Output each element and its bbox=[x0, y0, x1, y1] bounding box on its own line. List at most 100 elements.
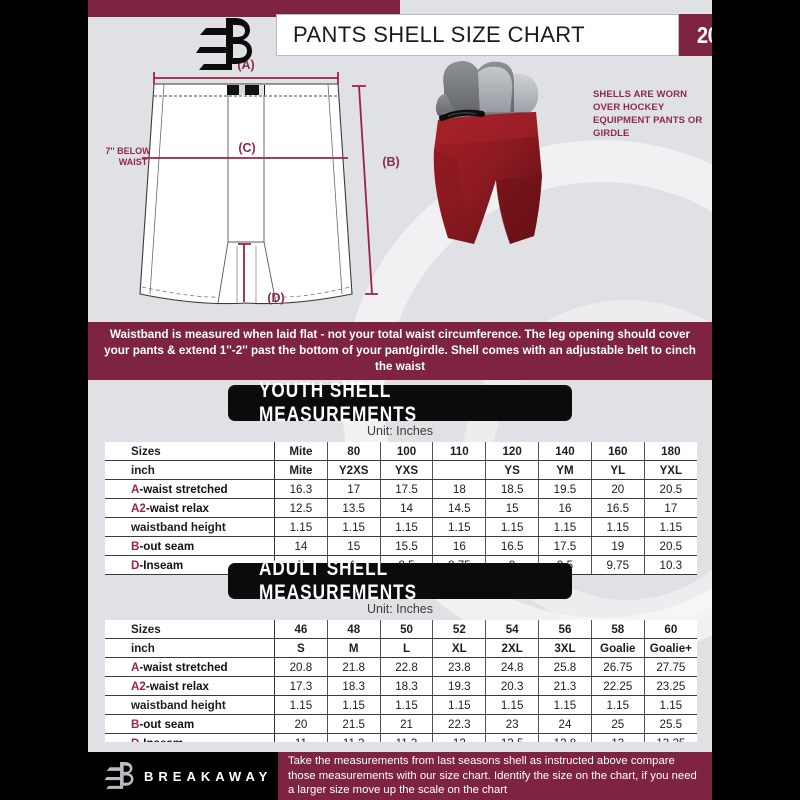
row-label: B-out seam bbox=[105, 536, 275, 556]
table-cell: 18.3 bbox=[380, 676, 434, 696]
row-label: A-waist stretched bbox=[105, 657, 275, 677]
table-cell: 16.5 bbox=[485, 536, 540, 556]
table-cell: 80 bbox=[327, 442, 381, 461]
table-cell: 19.3 bbox=[432, 676, 487, 696]
table-cell: YXS bbox=[380, 460, 434, 480]
row-label: inch bbox=[105, 638, 275, 658]
table-cell: 1.15 bbox=[644, 517, 697, 537]
table-cell: 27.75 bbox=[644, 657, 697, 677]
table-row: Sizes 46 48 50 52 54 56 58 60 bbox=[105, 620, 697, 639]
table-cell: 20.5 bbox=[644, 536, 697, 556]
table-cell: 1.15 bbox=[485, 517, 540, 537]
shell-technical-drawing: (A) (C) (B) (D) 7'' BELOW WAIST bbox=[106, 58, 400, 305]
row-label: B-out seam bbox=[105, 714, 275, 734]
footer-instruction-text: Take the measurements from last seasons … bbox=[288, 755, 697, 797]
revision-date: 2025.4.22 bbox=[696, 21, 712, 48]
page-title: PANTS SHELL SIZE CHART bbox=[293, 22, 586, 47]
adult-unit-label: Unit: Inches bbox=[366, 602, 433, 616]
footer-brand: BREAKAWAY bbox=[88, 752, 278, 800]
diagram-area: (A) (C) (B) (D) 7'' BELOW WAIST bbox=[88, 56, 712, 318]
table-cell: 15.5 bbox=[380, 536, 434, 556]
table-cell: 52 bbox=[432, 620, 487, 639]
table-cell: 1.15 bbox=[380, 695, 434, 715]
header-maroon-strip bbox=[88, 0, 400, 17]
measure-key: A bbox=[131, 660, 140, 674]
table-cell: 1.15 bbox=[591, 517, 645, 537]
footer-divider bbox=[88, 742, 712, 752]
table-cell: 12.5 bbox=[274, 498, 328, 518]
table-cell: 16.5 bbox=[591, 498, 645, 518]
measure-key: B bbox=[131, 717, 140, 731]
label-c: (C) bbox=[238, 141, 255, 155]
table-cell: 20.5 bbox=[644, 479, 697, 499]
table-cell: 1.15 bbox=[380, 517, 434, 537]
adult-section-heading: ADULT SHELL MEASUREMENTS bbox=[228, 557, 572, 604]
table-cell: YL bbox=[591, 460, 645, 480]
table-cell: 1.15 bbox=[485, 695, 540, 715]
table-cell: 20 bbox=[274, 714, 328, 734]
youth-section-heading: YOUTH SHELL MEASUREMENTS bbox=[228, 379, 572, 426]
table-cell: 19.5 bbox=[538, 479, 592, 499]
row-label-text: -waist stretched bbox=[139, 660, 228, 674]
table-cell: 2XL bbox=[485, 638, 540, 658]
brand-b-logo bbox=[196, 16, 252, 74]
table-cell: 1.15 bbox=[591, 695, 645, 715]
table-cell: XL bbox=[432, 638, 487, 658]
measure-key: D bbox=[131, 558, 140, 572]
table-cell: 16.3 bbox=[274, 479, 328, 499]
table-cell: 21.8 bbox=[327, 657, 381, 677]
table-cell: 22.25 bbox=[591, 676, 645, 696]
table-row: A-waist stretched 20.8 21.8 22.8 23.8 24.8 25.… bbox=[105, 657, 697, 677]
photo-note: SHELLS ARE WORN OVER HOCKEY EQUIPMENT PA… bbox=[593, 89, 703, 139]
row-label: Sizes bbox=[105, 620, 275, 639]
table-cell: 21 bbox=[380, 714, 434, 734]
table-row: waistband height 1.15 1.15 1.15 1.15 1.15 1.15… bbox=[105, 517, 697, 537]
table-cell: 17 bbox=[327, 479, 381, 499]
table-cell: 16 bbox=[432, 536, 487, 556]
table-cell: YS bbox=[485, 460, 540, 480]
footer-b-logo-icon bbox=[104, 762, 134, 789]
table-cell: 100 bbox=[380, 442, 434, 461]
row-label-text: -waist stretched bbox=[139, 482, 228, 496]
table-cell: 19 bbox=[591, 536, 645, 556]
table-cell: 16 bbox=[538, 498, 592, 518]
table-cell: 180 bbox=[644, 442, 697, 461]
row-label-text: -out seam bbox=[139, 539, 195, 553]
table-cell: 20.3 bbox=[485, 676, 540, 696]
row-label: A-waist stretched bbox=[105, 479, 275, 499]
table-cell: 48 bbox=[327, 620, 381, 639]
table-cell: Goalie+ bbox=[644, 638, 697, 658]
table-cell: L bbox=[380, 638, 434, 658]
adult-size-table: Sizes 46 48 50 52 54 56 58 60 inch S M L XL 2XL 3XL Goal… bbox=[105, 620, 697, 753]
table-cell: S bbox=[274, 638, 328, 658]
table-row: B-out seam 20 21.5 21 22.3 23 24 25 25.5 bbox=[105, 714, 697, 734]
table-cell: 50 bbox=[380, 620, 434, 639]
table-row: A-waist stretched 16.3 17 17.5 18 18.5 19.5 20 2… bbox=[105, 479, 697, 499]
label-d: (D) bbox=[267, 291, 284, 305]
table-row: inch Mite Y2XS YXS YS YM YL YXL bbox=[105, 460, 697, 480]
table-cell: 9.75 bbox=[591, 555, 645, 575]
table-cell: 120 bbox=[485, 442, 540, 461]
table-cell: 18.5 bbox=[485, 479, 540, 499]
table-cell: 10.3 bbox=[644, 555, 697, 575]
table-cell: 23.25 bbox=[644, 676, 697, 696]
table-cell: 21.5 bbox=[327, 714, 381, 734]
table-cell: M bbox=[327, 638, 381, 658]
table-cell: 160 bbox=[591, 442, 645, 461]
table-cell: 25.5 bbox=[644, 714, 697, 734]
row-label-text: -waist relax bbox=[145, 501, 209, 515]
adult-heading-text: ADULT SHELL MEASUREMENTS bbox=[258, 557, 418, 604]
row-label: A2-waist relax bbox=[105, 498, 275, 518]
table-cell: 14.5 bbox=[432, 498, 487, 518]
table-cell: 1.15 bbox=[274, 517, 328, 537]
youth-table-wrap: Sizes Mite 80 100 110 120 140 160 180 inch Mite Y2X… bbox=[105, 442, 697, 575]
table-cell: 14 bbox=[274, 536, 328, 556]
label-b: (B) bbox=[382, 155, 399, 169]
row-label: inch bbox=[105, 460, 275, 480]
table-cell: Goalie bbox=[591, 638, 645, 658]
table-cell: 20.8 bbox=[274, 657, 328, 677]
table-cell: 1.15 bbox=[538, 695, 592, 715]
measure-key: B bbox=[131, 539, 140, 553]
table-cell: 46 bbox=[274, 620, 328, 639]
